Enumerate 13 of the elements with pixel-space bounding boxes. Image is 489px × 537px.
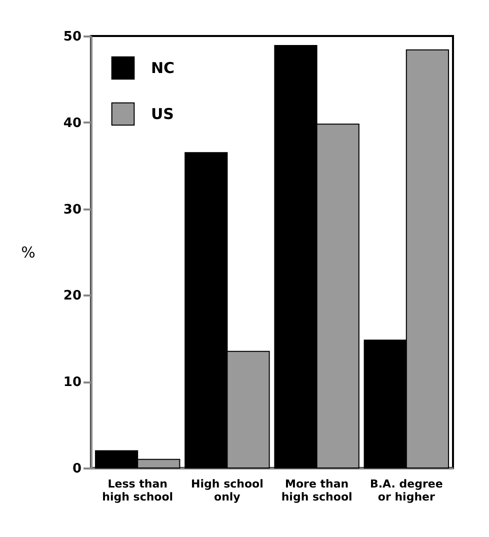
y-tick-label: 20 bbox=[63, 288, 82, 304]
y-tick-label: 10 bbox=[63, 375, 82, 390]
x-tick-label: Less than high school bbox=[102, 478, 174, 504]
y-axis-title: % bbox=[21, 244, 36, 262]
y-tick-label: 40 bbox=[63, 116, 82, 131]
y-tick-label: 0 bbox=[72, 462, 82, 476]
legend-label: US bbox=[151, 105, 174, 123]
legend-label: NC bbox=[151, 59, 175, 77]
x-tick-label: B.A. degree or higher bbox=[370, 478, 443, 504]
y-tick-label: 50 bbox=[63, 30, 82, 44]
y-tick-label: 30 bbox=[63, 202, 82, 218]
x-tick-label: More than high school bbox=[281, 478, 352, 504]
x-tick-label: High school only bbox=[191, 478, 264, 504]
